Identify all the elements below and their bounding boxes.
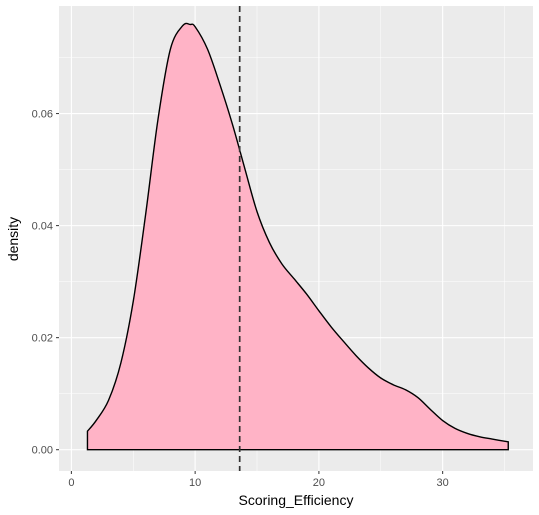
y-axis-title: density	[5, 217, 21, 261]
x-axis-title: Scoring_Efficiency	[239, 492, 354, 508]
x-tick-label: 10	[189, 477, 201, 489]
y-tick-label: 0.02	[32, 333, 53, 345]
y-tick-label: 0.04	[32, 221, 53, 233]
density-area	[86, 22, 509, 451]
y-axis: 0.00 0.02 0.04 0.06	[32, 109, 59, 457]
x-tick-label: 30	[437, 477, 449, 489]
x-tick-label: 0	[68, 477, 74, 489]
x-tick-label: 20	[313, 477, 325, 489]
y-tick-label: 0.06	[32, 109, 53, 121]
y-tick-label: 0.00	[32, 445, 53, 457]
x-axis: 0 10 20 30	[68, 471, 449, 489]
